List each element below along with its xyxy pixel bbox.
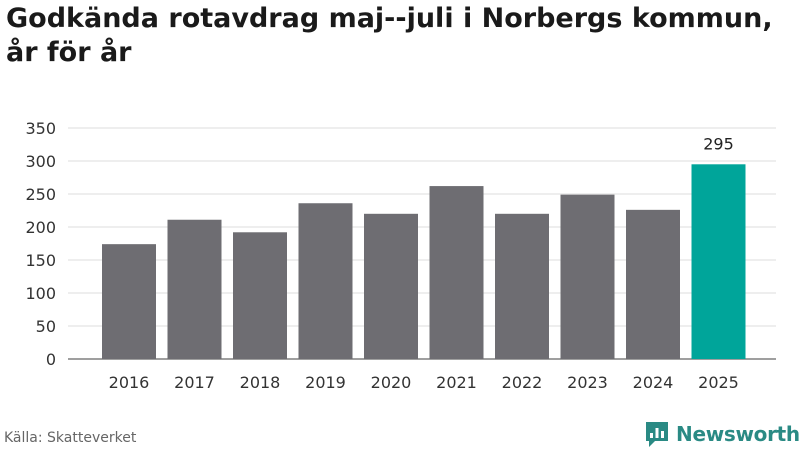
x-tick-label: 2018: [240, 373, 281, 392]
x-tick-label: 2021: [436, 373, 477, 392]
bar-2024: [626, 209, 680, 359]
source-note: Källa: Skatteverket: [4, 430, 137, 446]
y-tick-label: 0: [46, 350, 56, 369]
data-labels: 295: [703, 134, 734, 153]
x-tick-label: 2020: [371, 373, 412, 392]
bar-2025: [691, 164, 746, 359]
bar-2017: [167, 219, 222, 359]
brand-name: Newsworthy: [676, 422, 800, 446]
bars: [102, 164, 746, 359]
y-tick-label: 300: [25, 152, 56, 171]
y-tick-label: 350: [25, 119, 56, 138]
x-axis: 2016 2017 2018 2019 2020 2021 2022 2023 2024 2025: [109, 373, 739, 392]
x-tick-label: 2017: [174, 373, 215, 392]
newsworthy-logo-icon: [646, 422, 668, 447]
x-tick-label: 2023: [567, 373, 608, 392]
bar-2018: [233, 232, 287, 359]
x-tick-label: 2016: [109, 373, 150, 392]
bar-2022: [495, 213, 549, 359]
x-tick-label: 2019: [305, 373, 346, 392]
data-label: 295: [703, 134, 734, 153]
x-tick-label: 2024: [633, 373, 674, 392]
bar-2019: [298, 203, 353, 359]
chart-title: Godkända rotavdrag maj--juli i Norbergs …: [6, 3, 773, 68]
brand-logo: Newsworthy: [644, 419, 800, 449]
y-tick-label: 100: [25, 284, 56, 303]
bar-2023: [560, 194, 615, 359]
y-tick-label: 50: [36, 317, 56, 336]
bar-2020: [364, 213, 418, 359]
x-tick-label: 2022: [502, 373, 543, 392]
x-tick-label: 2025: [698, 373, 739, 392]
bar-2016: [102, 244, 156, 359]
y-axis: 0 50 100 150 200 250 300 350: [25, 119, 56, 369]
y-tick-label: 200: [25, 218, 56, 237]
y-tick-label: 150: [25, 251, 56, 270]
y-tick-label: 250: [25, 185, 56, 204]
bar-2021: [429, 186, 484, 359]
